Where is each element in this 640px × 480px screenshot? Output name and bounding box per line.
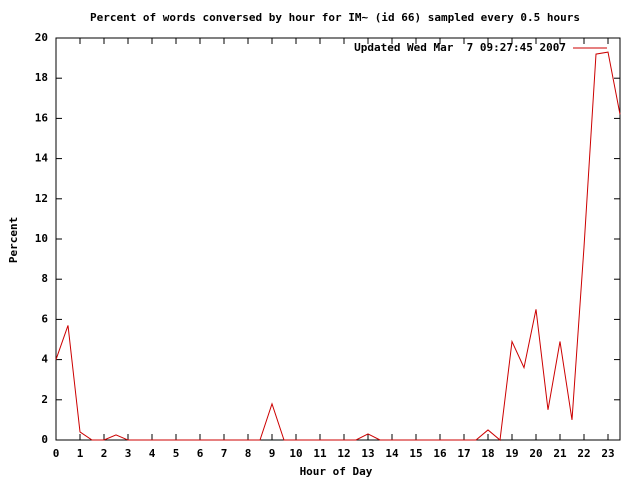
x-tick-label: 6 xyxy=(197,447,204,460)
x-tick-label: 22 xyxy=(577,447,590,460)
y-tick-label: 14 xyxy=(35,152,49,165)
x-tick-label: 23 xyxy=(601,447,614,460)
x-tick-label: 12 xyxy=(337,447,350,460)
y-tick-label: 8 xyxy=(41,272,48,285)
x-tick-label: 18 xyxy=(481,447,494,460)
y-tick-label: 0 xyxy=(41,433,48,446)
x-tick-label: 11 xyxy=(313,447,327,460)
x-tick-label: 15 xyxy=(409,447,422,460)
x-tick-label: 17 xyxy=(457,447,470,460)
x-tick-label: 9 xyxy=(269,447,276,460)
x-tick-label: 19 xyxy=(505,447,518,460)
x-tick-label: 21 xyxy=(553,447,567,460)
x-tick-label: 16 xyxy=(433,447,447,460)
x-tick-label: 1 xyxy=(77,447,84,460)
y-tick-label: 10 xyxy=(35,232,48,245)
plot-frame xyxy=(55,37,621,441)
x-tick-label: 13 xyxy=(361,447,374,460)
y-tick-label: 20 xyxy=(35,31,48,44)
x-tick-label: 20 xyxy=(529,447,542,460)
legend-label: Updated Wed Mar 7 09:27:45 2007 xyxy=(354,41,566,54)
y-tick-label: 2 xyxy=(41,393,48,406)
y-tick-label: 12 xyxy=(35,192,48,205)
data-line xyxy=(55,51,621,441)
x-tick-label: 7 xyxy=(221,447,228,460)
y-axis-label: Percent xyxy=(7,217,20,263)
x-axis-label: Hour of Day xyxy=(300,465,373,478)
x-tick-label: 10 xyxy=(289,447,302,460)
x-tick-label: 2 xyxy=(101,447,108,460)
chart-title: Percent of words conversed by hour for I… xyxy=(90,11,580,24)
x-tick-label: 3 xyxy=(125,447,132,460)
x-tick-label: 8 xyxy=(245,447,252,460)
x-tick-label: 5 xyxy=(173,447,180,460)
y-tick-label: 18 xyxy=(35,71,48,84)
y-tick-label: 6 xyxy=(41,312,48,325)
y-tick-label: 16 xyxy=(35,111,49,124)
x-tick-label: 14 xyxy=(385,447,399,460)
x-tick-label: 4 xyxy=(149,447,156,460)
x-tick-label: 0 xyxy=(53,447,60,460)
y-tick-label: 4 xyxy=(41,353,48,366)
